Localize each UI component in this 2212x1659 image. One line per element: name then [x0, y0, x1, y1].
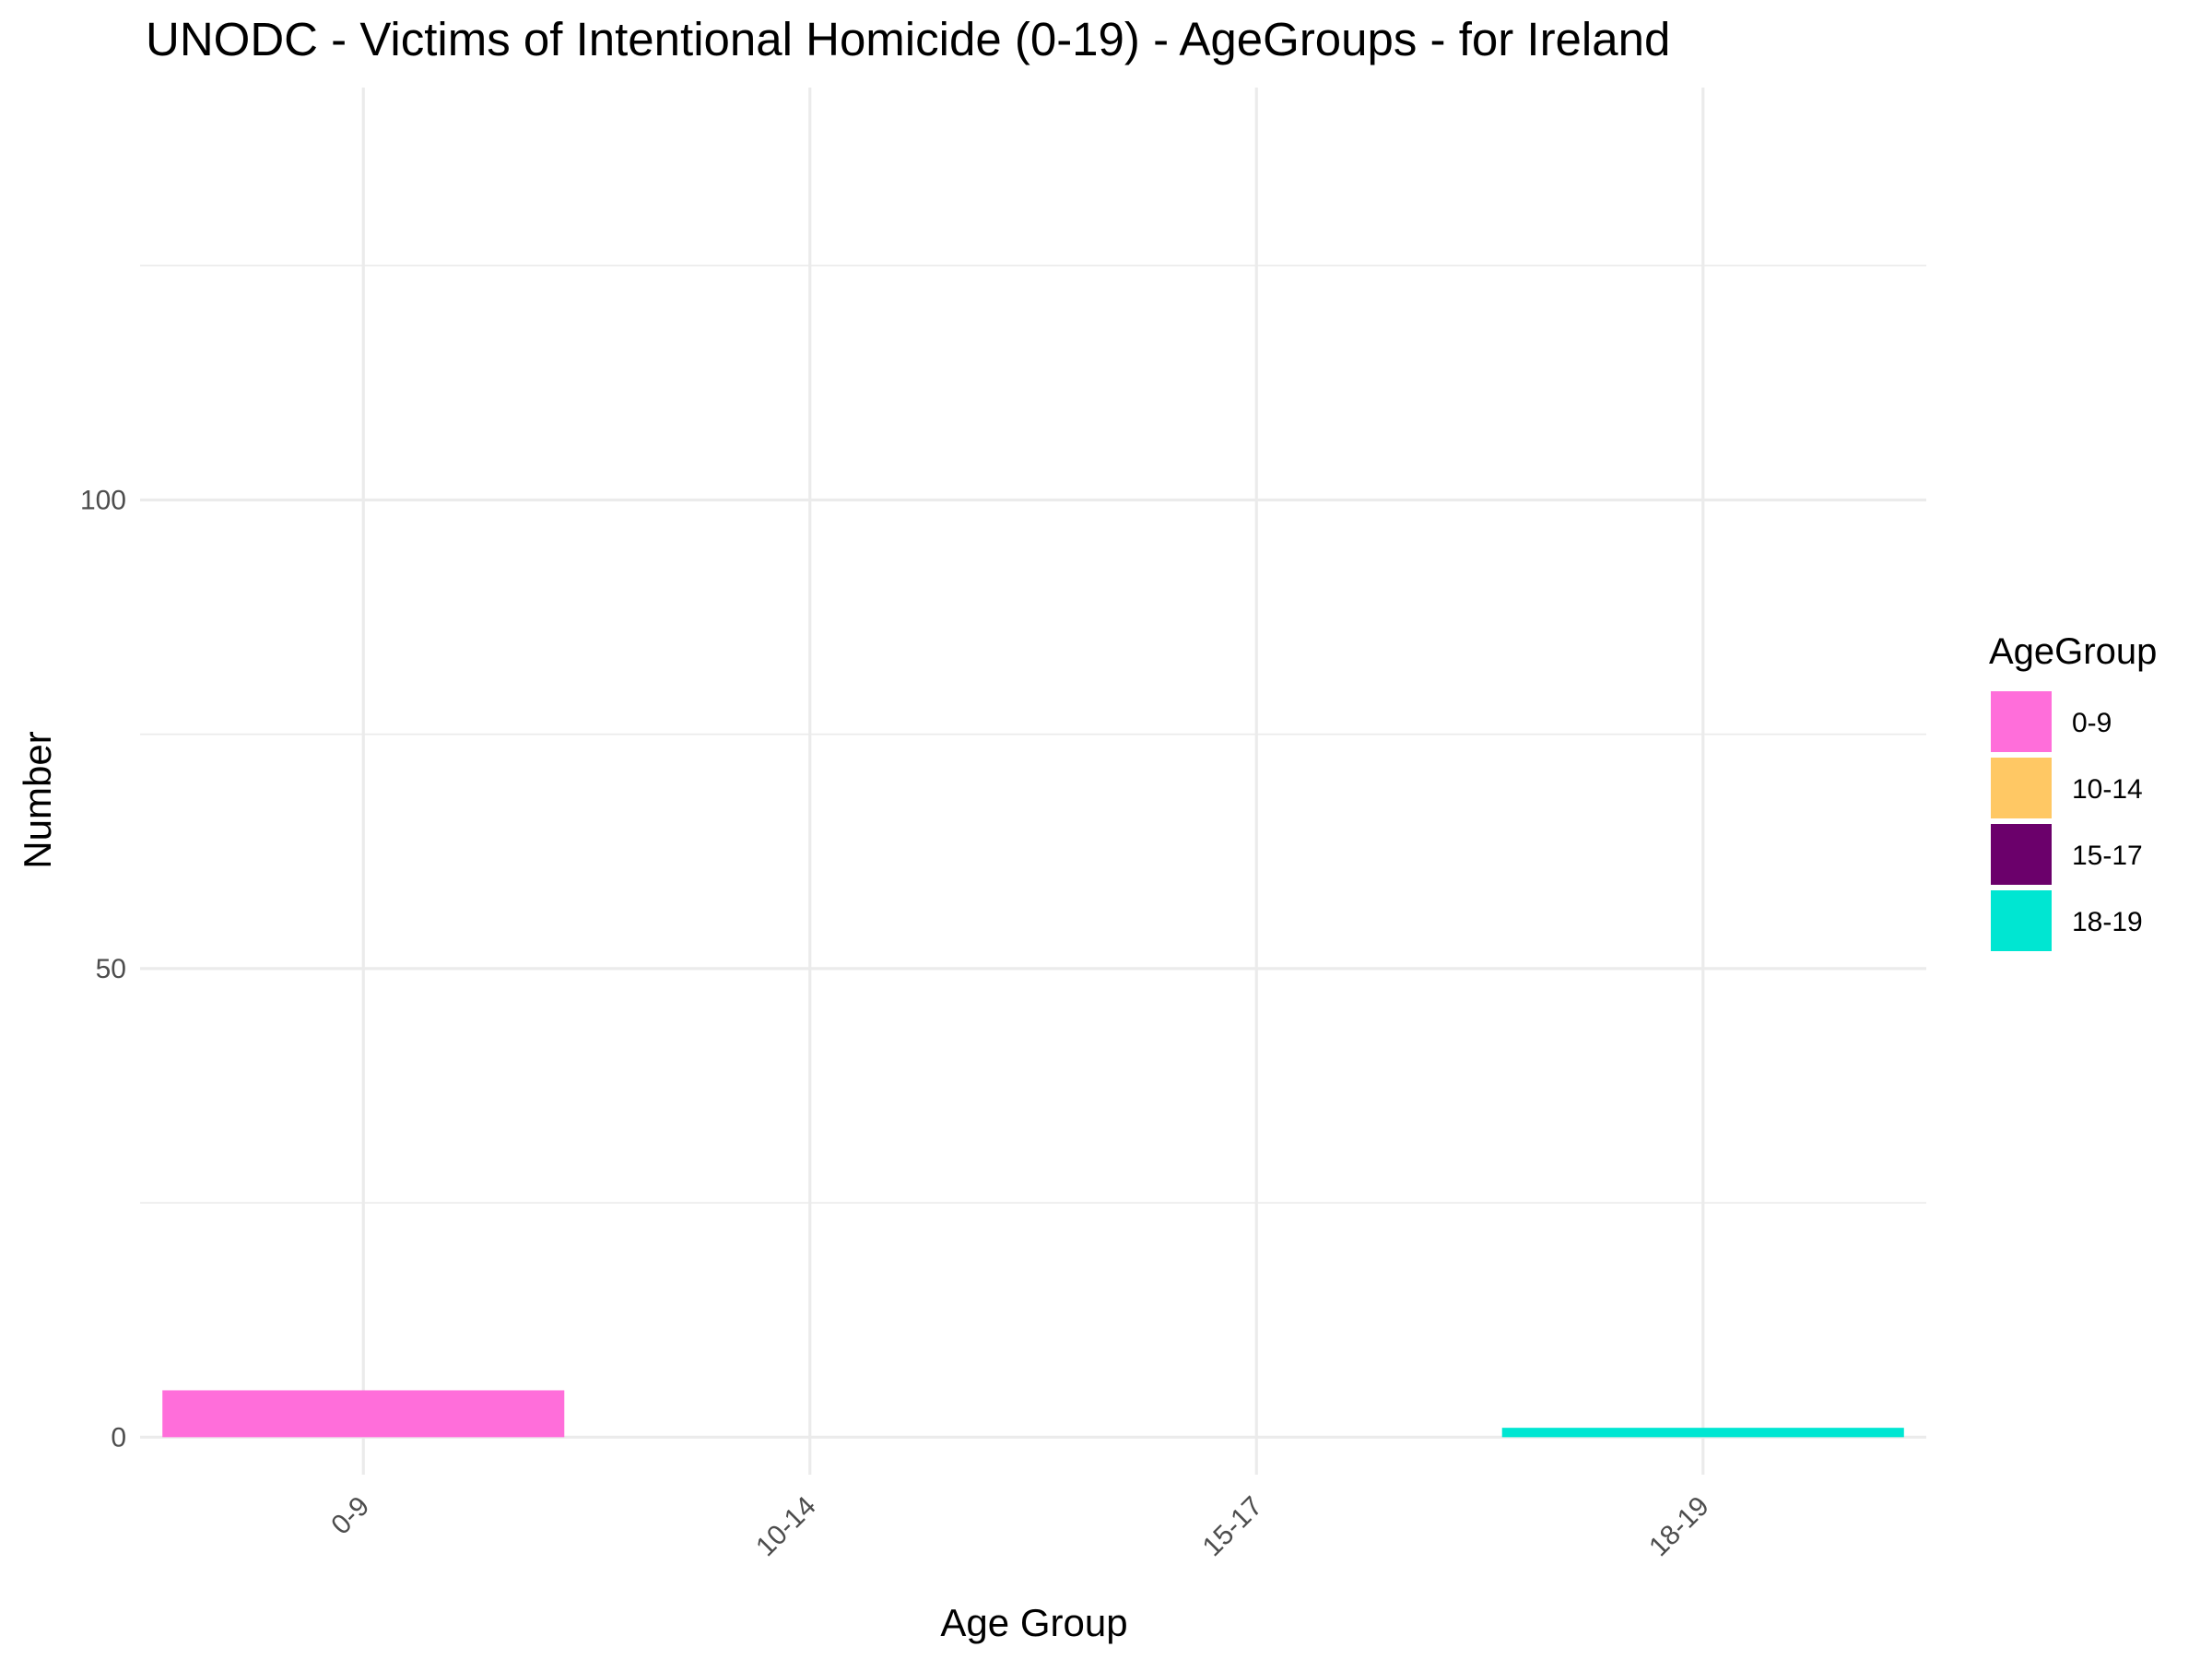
bar-0-9 [162, 1390, 565, 1438]
bar-18-19 [1501, 1428, 1904, 1438]
gridlines [140, 88, 1926, 1475]
legend-title: AgeGroup [1989, 631, 2157, 672]
legend-key [1991, 824, 2052, 885]
bars [162, 1390, 1904, 1438]
y-tick-label: 50 [96, 954, 126, 984]
x-tick-label: 15-17 [1197, 1491, 1269, 1563]
x-tick-labels: 0-9 10-14 15-17 18-19 [325, 1491, 1714, 1563]
legend-key [1991, 890, 2052, 951]
x-axis-title: Age Group [940, 1601, 1127, 1644]
x-tick-label: 0-9 [325, 1491, 375, 1541]
x-tick-label: 18-19 [1643, 1491, 1715, 1563]
chart-title: UNODC - Victims of Intentional Homicide … [146, 13, 1670, 65]
y-tick-labels: 0 50 100 [80, 485, 126, 1453]
legend-label: 15-17 [2072, 841, 2143, 871]
x-tick-label: 10-14 [750, 1491, 822, 1563]
y-tick-label: 100 [80, 485, 126, 515]
legend-key [1991, 691, 2052, 752]
legend-label: 10-14 [2072, 774, 2143, 805]
legend: AgeGroup 0-9 10-14 15-17 18-19 [1989, 631, 2157, 951]
legend-label: 0-9 [2072, 708, 2112, 738]
legend-key [1991, 758, 2052, 818]
y-axis-title: Number [16, 731, 59, 868]
legend-label: 18-19 [2072, 907, 2143, 937]
y-tick-label: 0 [111, 1422, 126, 1453]
